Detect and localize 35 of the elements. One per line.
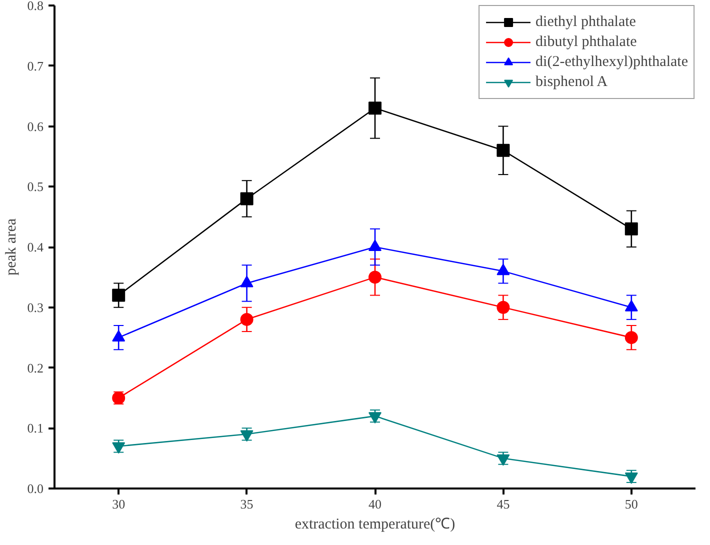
y-tick-label: 0.2: [27, 360, 44, 376]
y-tick-label: 0.3: [27, 300, 44, 315]
point: [112, 288, 126, 302]
point: [624, 222, 638, 236]
point: [624, 472, 638, 484]
y-tick-label: 0.6: [27, 118, 44, 134]
point: [240, 312, 254, 326]
x-tick-label: 45: [496, 496, 510, 512]
point: [240, 430, 254, 442]
point: [496, 454, 510, 466]
x-axis-title: extraction temperature(℃): [294, 516, 456, 532]
y-tick-label: 0.7: [27, 58, 44, 74]
x-tick-label: 35: [240, 496, 254, 512]
point: [496, 144, 510, 157]
point: [240, 192, 254, 206]
point: [112, 442, 126, 454]
x-tick-label: 50: [624, 496, 638, 512]
legend-label: bisphenol A: [536, 74, 608, 90]
y-tick-label: 0.4: [27, 240, 44, 254]
y-tick-label: 0.5: [27, 179, 44, 194]
point: [496, 300, 510, 314]
y-tick-label: 0.8: [27, 0, 44, 13]
legend-label: diethyl phthalate: [536, 14, 636, 30]
point: [368, 240, 382, 251]
point: [368, 270, 382, 284]
y-axis-title: peak area: [3, 218, 20, 276]
x-tick-label: 40: [368, 496, 382, 512]
legend-label: di(2-ethylhexyl)phthalate: [536, 54, 688, 70]
point: [368, 412, 382, 424]
y-tick-label: 0.1: [27, 420, 44, 436]
y-tick-label: 0.0: [27, 481, 44, 496]
point: [624, 331, 638, 344]
x-tick-label: 30: [112, 496, 126, 512]
legend-label: dibutyl phthalate: [536, 34, 637, 50]
point: [496, 264, 510, 276]
